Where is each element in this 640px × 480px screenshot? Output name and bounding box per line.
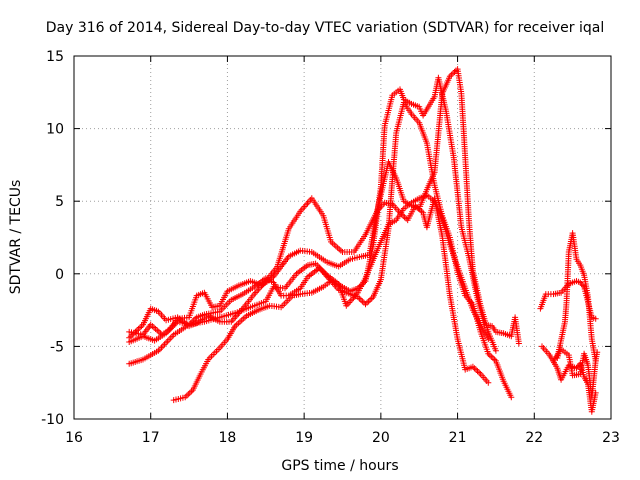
y-tick-label: 10 — [46, 122, 64, 138]
x-tick-label: 17 — [142, 430, 160, 446]
y-tick-label: 0 — [55, 267, 64, 283]
x-tick-label: 16 — [65, 430, 83, 446]
x-axis-label: GPS time / hours — [281, 458, 398, 474]
y-tick-label: 5 — [55, 194, 64, 210]
chart-title: Day 316 of 2014, Sidereal Day-to-day VTE… — [46, 20, 604, 36]
series-track-4 — [126, 99, 515, 401]
y-tick-label: -10 — [41, 412, 64, 428]
series-track-8 — [550, 346, 599, 401]
x-tick-label: 23 — [602, 430, 620, 446]
data-point — [515, 340, 522, 347]
series-track-3 — [126, 195, 492, 386]
y-tick-label: 15 — [46, 49, 64, 65]
data-point — [592, 315, 599, 322]
series-track-5 — [170, 74, 522, 404]
x-tick-label: 18 — [219, 430, 237, 446]
data-points — [126, 66, 601, 415]
data-point — [508, 394, 515, 401]
data-point — [594, 349, 601, 356]
series-track-9 — [554, 230, 601, 364]
data-point — [485, 379, 492, 386]
y-tick-label: -5 — [50, 339, 64, 355]
x-tick-label: 21 — [449, 430, 467, 446]
series-track-2 — [126, 66, 499, 354]
x-tick-label: 20 — [372, 430, 390, 446]
x-tick-label: 19 — [295, 430, 313, 446]
y-axis-label: SDTVAR / TECUs — [8, 180, 24, 295]
tick-labels: 16 17 18 19 20 21 22 23 -10 -5 0 5 10 15 — [41, 49, 620, 446]
data-point — [492, 347, 499, 354]
x-tick-label: 22 — [525, 430, 543, 446]
grid-lines — [74, 56, 611, 419]
axis-ticks — [73, 55, 612, 420]
plot-frame — [73, 55, 612, 420]
